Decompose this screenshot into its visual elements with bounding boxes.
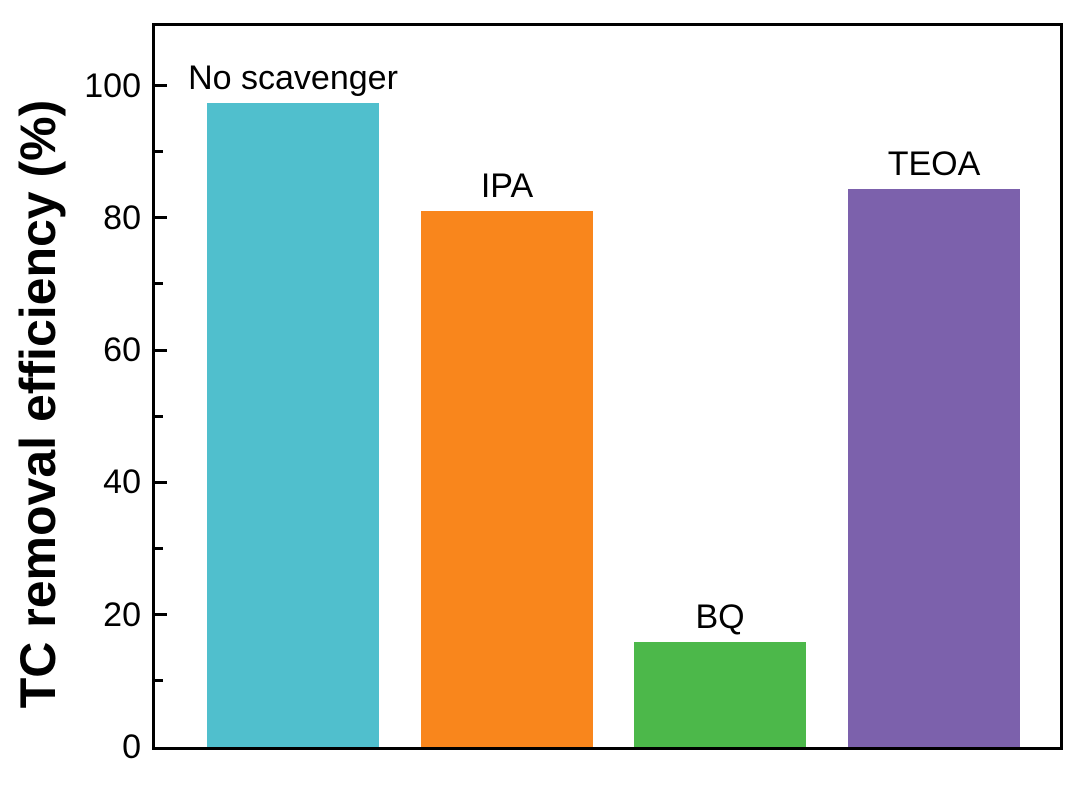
bar-no-scavenger	[207, 103, 379, 747]
y-tick-label: 100	[84, 67, 141, 105]
bar-label: BQ	[695, 597, 745, 636]
y-minor-tick	[155, 150, 163, 153]
y-tick-label: 60	[103, 331, 141, 369]
y-major-tick	[155, 349, 167, 352]
y-tick-label: 80	[103, 199, 141, 237]
y-tick-label: 0	[122, 728, 141, 766]
y-major-tick	[155, 481, 167, 484]
bar-label: TEOA	[887, 144, 981, 183]
y-tick-label: 40	[103, 463, 141, 501]
y-minor-tick	[155, 547, 163, 550]
y-tick-label: 20	[103, 596, 141, 634]
y-minor-tick	[155, 282, 163, 285]
y-major-tick	[155, 84, 167, 87]
y-minor-tick	[155, 679, 163, 682]
bar-label: No scavenger	[188, 58, 398, 97]
bar-teoa	[848, 189, 1020, 747]
bar-ipa	[421, 211, 593, 747]
bar-label: IPA	[480, 166, 534, 205]
plot-area: No scavenger IPA BQ TEOA	[152, 23, 1063, 750]
y-major-tick	[155, 613, 167, 616]
bar-bq	[634, 642, 806, 747]
y-minor-tick	[155, 415, 163, 418]
y-major-tick	[155, 216, 167, 219]
